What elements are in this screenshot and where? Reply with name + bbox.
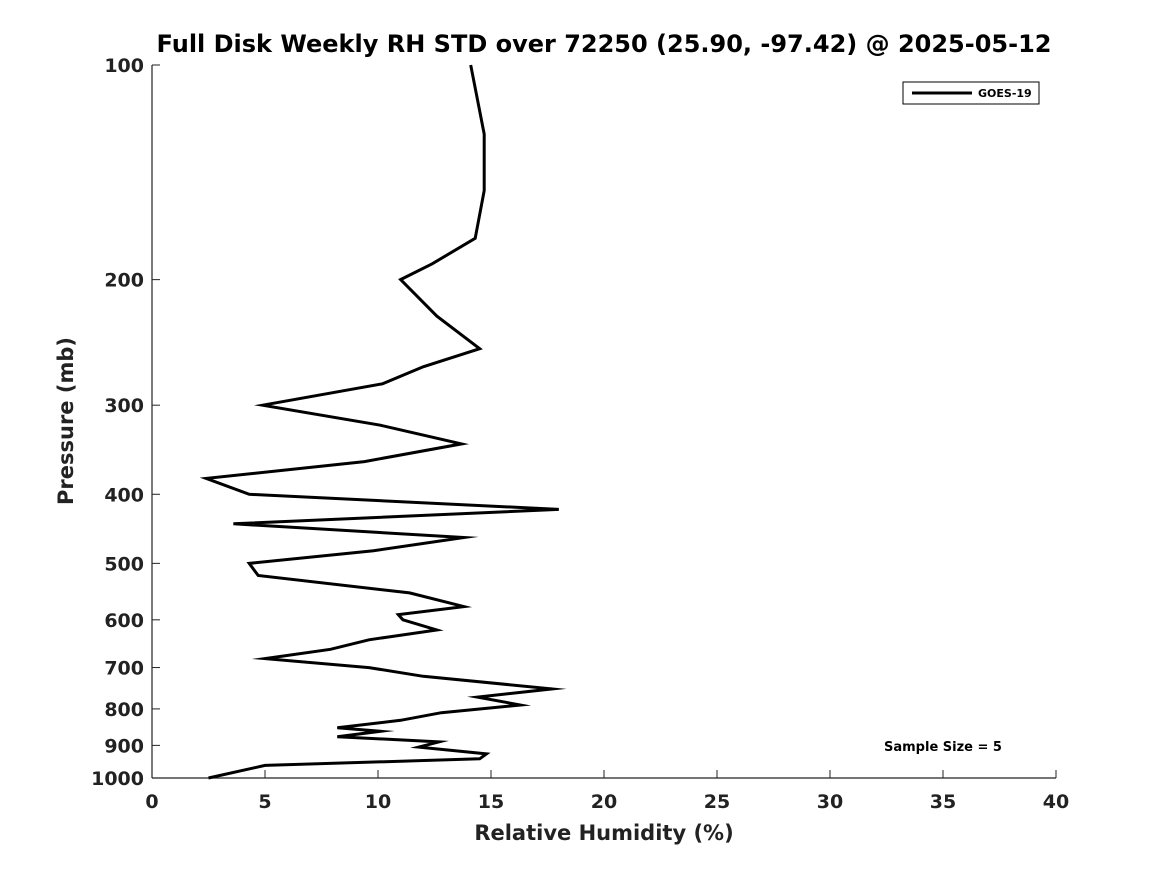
- x-axis-label: Relative Humidity (%): [474, 821, 733, 845]
- x-tick-label: 0: [145, 791, 158, 813]
- y-tick-label: 200: [104, 270, 144, 292]
- y-tick-label: 400: [104, 484, 144, 506]
- x-tick-label: 10: [365, 791, 391, 813]
- x-tick-label: 40: [1043, 791, 1069, 813]
- legend-label: GOES-19: [978, 87, 1032, 100]
- y-tick-label: 1000: [91, 768, 144, 790]
- x-tick-label: 35: [930, 791, 956, 813]
- y-tick-label: 800: [104, 699, 144, 721]
- x-tick-label: 20: [591, 791, 617, 813]
- legend: GOES-19: [902, 81, 1040, 105]
- x-tick-label: 30: [817, 791, 843, 813]
- sample-size-annotation: Sample Size = 5: [884, 740, 1002, 755]
- y-tick-label: 500: [104, 553, 144, 575]
- y-tick-label: 600: [104, 610, 144, 632]
- y-tick-label: 100: [104, 55, 144, 77]
- series-group: [199, 64, 567, 780]
- series-line-goes-19: [199, 64, 567, 780]
- chart-title: Full Disk Weekly RH STD over 72250 (25.9…: [157, 30, 1052, 58]
- y-tick-label: 900: [104, 735, 144, 757]
- y-tick-label: 300: [104, 395, 144, 417]
- y-axis-label: Pressure (mb): [54, 337, 78, 505]
- x-tick-label: 5: [258, 791, 271, 813]
- y-tick-label: 700: [104, 658, 144, 680]
- x-tick-label: 25: [704, 791, 730, 813]
- axes-group: 0 5 10 15 20 25 30 35 40 100 200 300 400 500 600 700 800…: [91, 55, 1069, 813]
- x-tick-label: 15: [478, 791, 504, 813]
